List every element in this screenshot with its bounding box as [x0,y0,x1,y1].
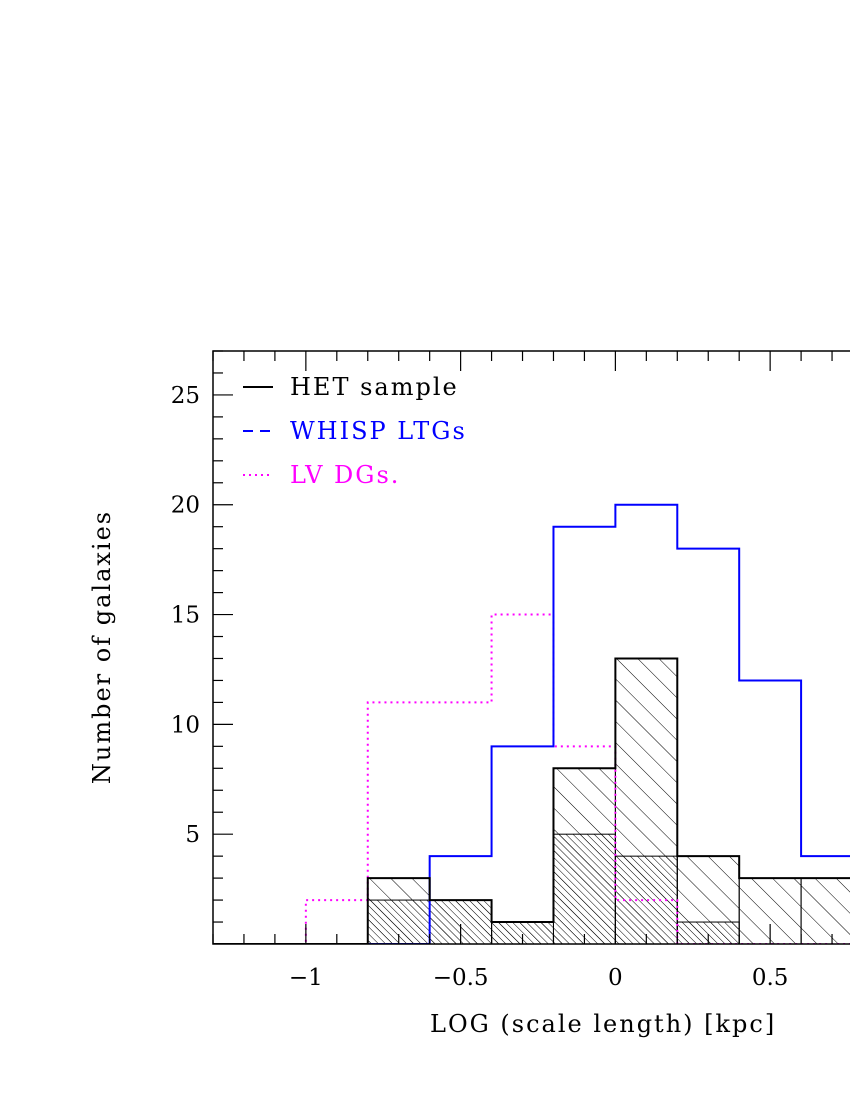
legend-label: WHISP LTGs [290,417,467,445]
legend: HET sample WHISP LTGs LV DGs. [243,373,467,489]
het-sample-outline [213,657,850,944]
x-tick-label: −1 [289,965,323,991]
plot-area [213,503,850,944]
y-tick-label: 20 [171,493,200,519]
het-subset-bar [676,921,740,944]
y-tick-label: 10 [171,712,200,738]
y-tick-label: 15 [171,603,200,629]
x-tick-label: 0.5 [752,965,789,991]
y-axis-title: Number of galaxies [88,510,116,784]
x-axis-title: LOG (scale length) [kpc] [430,1010,776,1038]
het-subset-bar [552,833,616,944]
whisp-ltgs-line [213,503,850,944]
tick-labels: −1 −0.5 0 0.5 5 10 15 20 25 [171,383,789,991]
legend-label: HET sample [290,373,459,401]
x-tick-label: 0 [608,965,623,991]
y-tick-label: 5 [185,822,200,848]
legend-label: LV DGs. [290,461,400,489]
x-tick-label: −0.5 [433,965,489,991]
axes-frame [212,350,850,945]
plot-frame [212,350,850,945]
axis-ticks [212,350,833,944]
y-tick-label: 25 [171,383,200,409]
het-bar [800,877,850,944]
